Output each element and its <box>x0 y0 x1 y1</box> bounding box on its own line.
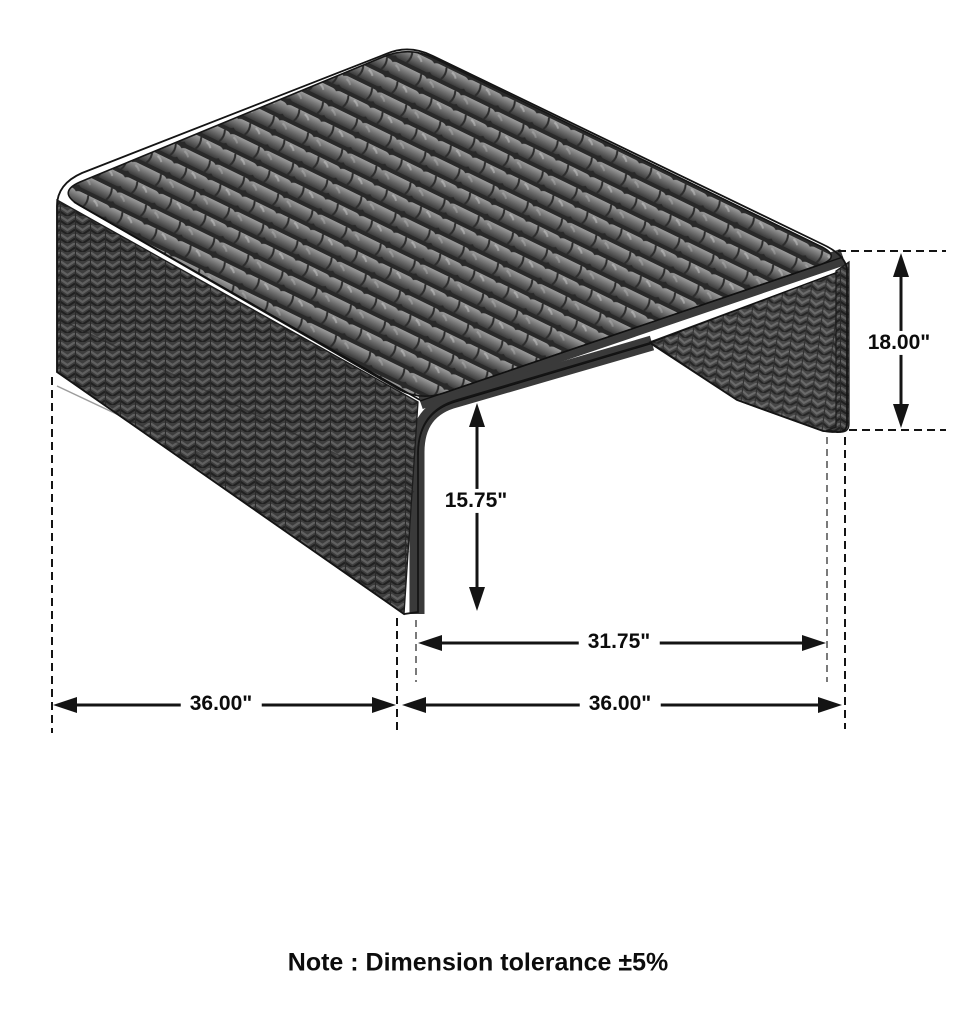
wicker-table <box>56 48 850 616</box>
right-panel-top-edge-line <box>649 271 839 344</box>
table-front-left-crease <box>73 201 421 401</box>
tolerance-note: Note : Dimension tolerance ±5% <box>287 948 669 977</box>
dimension-lines <box>51 250 946 733</box>
dim-label-overall-height: 18.00" <box>858 330 940 356</box>
dim-label-inner-width: 31.75" <box>578 629 660 655</box>
dim-label-depth: 36.00" <box>180 691 262 717</box>
dim-label-clearance-height: 15.75" <box>435 488 517 514</box>
dim-label-width: 36.00" <box>579 691 661 717</box>
table-silhouette <box>56 48 848 615</box>
table-front-edge-line <box>419 256 844 402</box>
left-panel-seam <box>56 317 415 493</box>
